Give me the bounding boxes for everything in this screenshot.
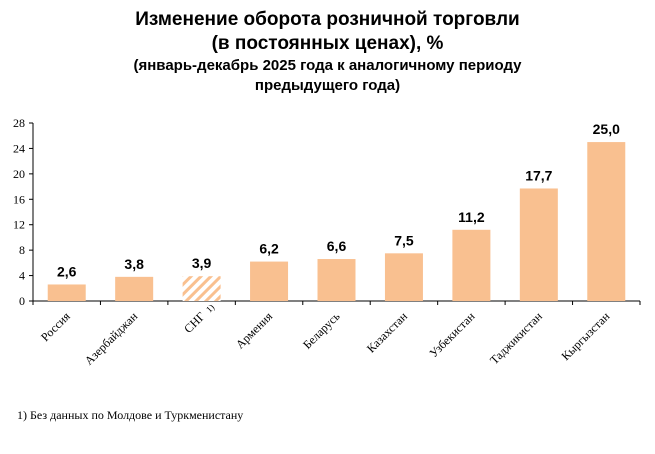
bar-6 [384,253,423,301]
category-label: Казахстан [364,309,411,356]
footnote: 1) Без данных по Молдове и Туркменистану [17,408,244,422]
bar-5 [317,259,356,301]
data-label: 25,0 [593,121,620,137]
category-label: Армения [233,309,276,352]
category-label: Узбекистан [426,309,477,360]
bar-9 [587,142,626,301]
bar-2 [115,276,154,301]
y-tick-label: 24 [13,141,25,155]
category-label: Азербайджан [82,309,141,368]
chart-title-line2: (в постоянных ценах), % [211,33,444,54]
bar-7 [452,229,491,301]
y-tick-label: 0 [19,294,25,308]
data-label: 11,2 [458,209,485,225]
bar-1 [47,284,86,301]
data-label: 6,2 [259,241,279,257]
y-tick-label: 28 [13,116,25,130]
data-label: 6,6 [327,238,347,254]
category-label: Кыргызстан [558,309,612,363]
bar-4 [250,261,289,301]
data-label: 3,8 [124,256,144,272]
y-tick-label: 20 [13,167,25,181]
chart-title: Изменение оборота розничной торговли [135,9,520,30]
data-label: 3,9 [192,255,212,271]
y-tick-label: 8 [19,243,25,257]
bar-8 [519,188,558,301]
chart-title-block: Изменение оборота розничной торговли (в … [0,8,655,96]
data-label: 17,7 [525,167,552,183]
chart-subtitle: (январь-декабрь 2025 года к аналогичному… [133,57,522,74]
category-footnote-marker: 1) [204,302,216,314]
y-tick-label: 12 [13,218,25,232]
y-tick-label: 16 [13,192,25,206]
category-label: Россия [38,309,73,344]
data-label: 7,5 [394,232,414,248]
data-label: 2,6 [57,263,77,279]
category-label: Беларусь [300,309,343,352]
chart-subtitle-line2: предыдущего года) [254,77,401,94]
category-label: Таджикистан [487,309,545,367]
bar-3 [182,276,221,301]
category-label: СНГ [181,309,208,336]
y-tick-label: 4 [19,269,25,283]
